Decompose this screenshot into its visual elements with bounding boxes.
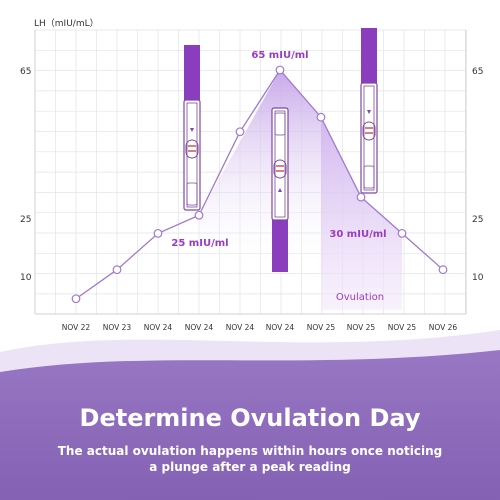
data-point <box>71 294 81 304</box>
data-point <box>356 192 366 202</box>
x-tick-label: NOV 22 <box>62 323 91 332</box>
y-tick-right: 25 <box>472 215 483 225</box>
y-axis-label: LH（mIU/mL） <box>34 18 99 29</box>
x-tick-label: NOV 24 <box>185 323 214 332</box>
data-point <box>235 127 245 137</box>
test-strip-middle <box>271 107 289 272</box>
peak-label: 65 mIU/ml <box>251 50 308 61</box>
data-point <box>316 112 326 122</box>
ovulation-shaded-region <box>321 117 402 310</box>
test-strip-right <box>360 28 378 194</box>
banner-subtitle-line-2: a plunge after a peak reading <box>149 460 351 474</box>
banner-background <box>0 350 500 500</box>
x-tick-label: NOV 24 <box>266 323 295 332</box>
rise-label: 25 mIU/ml <box>171 238 228 249</box>
y-tick-left: 25 <box>20 215 31 225</box>
x-tick-label: NOV 25 <box>307 323 336 332</box>
drop-label: 30 mIU/ml <box>329 229 386 240</box>
x-tick-label: NOV 24 <box>144 323 173 332</box>
y-tick-left: 10 <box>20 273 32 283</box>
lh-series-line <box>75 68 444 300</box>
data-point <box>112 265 122 275</box>
x-tick-label: NOV 24 <box>226 323 255 332</box>
x-tick-label: NOV 25 <box>347 323 376 332</box>
x-tick-label: NOV 25 <box>388 323 417 332</box>
ovulation-label: Ovulation <box>336 292 384 303</box>
data-point <box>275 65 285 75</box>
data-point <box>153 228 163 238</box>
y-tick-right: 10 <box>472 273 484 283</box>
test-strip-left <box>183 45 201 211</box>
data-point <box>194 210 204 220</box>
peak-gradient-area <box>199 70 321 272</box>
x-tick-label: NOV 26 <box>429 323 458 332</box>
x-tick-label: NOV 23 <box>103 323 132 332</box>
banner-title: Determine Ovulation Day <box>80 404 421 432</box>
banner-subtitle-line-1: The actual ovulation happens within hour… <box>58 444 442 458</box>
y-tick-left: 65 <box>20 67 31 77</box>
y-tick-right: 65 <box>472 67 483 77</box>
data-point <box>397 228 407 238</box>
data-point <box>438 265 448 275</box>
